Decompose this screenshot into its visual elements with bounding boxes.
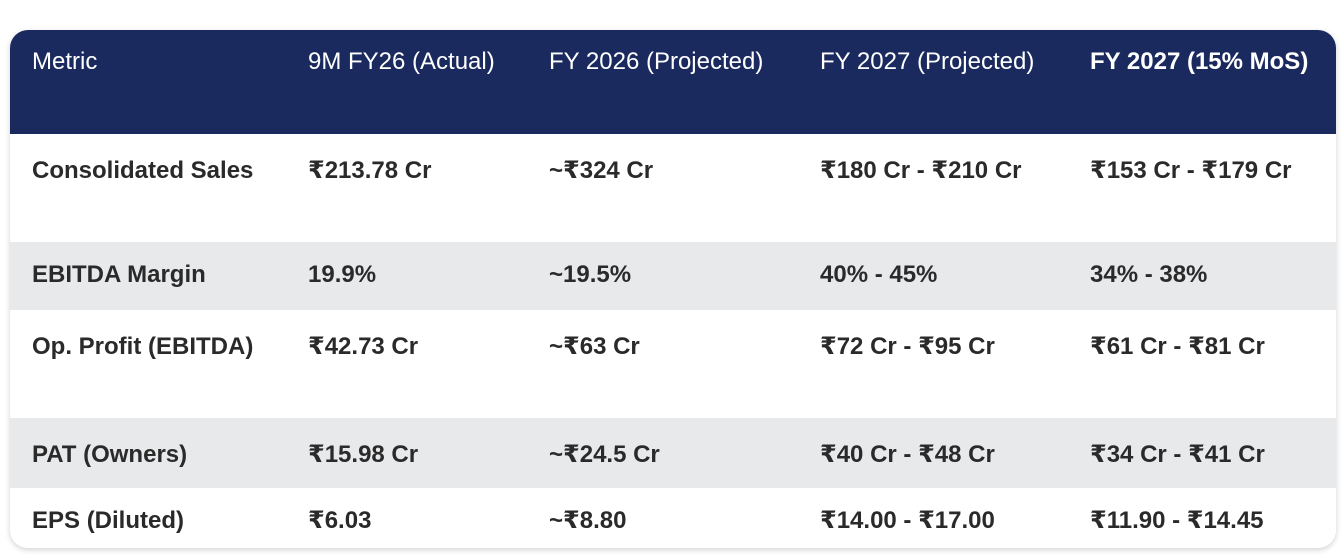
cell-fy2026: ~₹63 Cr bbox=[549, 333, 640, 360]
cell-fy2027: 40% - 45% bbox=[820, 261, 938, 288]
header-fy2027-mos: FY 2027 (15% MoS) bbox=[1090, 48, 1309, 75]
cell-metric: EBITDA Margin bbox=[32, 261, 206, 288]
cell-9m-fy26: 19.9% bbox=[308, 261, 377, 288]
header-fy2026-projected: FY 2026 (Projected) bbox=[549, 48, 764, 75]
cell-metric: Consolidated Sales bbox=[32, 157, 254, 184]
header-row: Metric 9M FY26 (Actual) FY 2026 (Project… bbox=[10, 30, 1336, 134]
valuation-table-card: Metric 9M FY26 (Actual) FY 2026 (Project… bbox=[10, 30, 1336, 548]
cell-fy2027: ₹40 Cr - ₹48 Cr bbox=[820, 441, 995, 468]
table-row: Op. Profit (EBITDA) ₹42.73 Cr ~₹63 Cr ₹7… bbox=[10, 310, 1336, 418]
cell-metric: Op. Profit (EBITDA) bbox=[32, 333, 254, 360]
cell-9m-fy26: ₹213.78 Cr bbox=[308, 157, 432, 184]
header-fy2027-projected: FY 2027 (Projected) bbox=[820, 48, 1035, 75]
cell-metric: EPS (Diluted) bbox=[32, 507, 185, 534]
cell-fy2027: ₹72 Cr - ₹95 Cr bbox=[820, 333, 995, 360]
table-header: Metric 9M FY26 (Actual) FY 2026 (Project… bbox=[10, 30, 1336, 134]
cell-9m-fy26: ₹15.98 Cr bbox=[308, 441, 419, 468]
table-row: EBITDA Margin 19.9% ~19.5% 40% - 45% 34%… bbox=[10, 242, 1336, 310]
cell-fy2027-mos: 34% - 38% bbox=[1090, 261, 1208, 288]
cell-fy2026: ~₹8.80 bbox=[549, 507, 627, 534]
table-body: Consolidated Sales ₹213.78 Cr ~₹324 Cr ₹… bbox=[10, 134, 1336, 548]
table-row: EPS (Diluted) ₹6.03 ~₹8.80 ₹14.00 - ₹17.… bbox=[10, 488, 1336, 548]
table-row: Consolidated Sales ₹213.78 Cr ~₹324 Cr ₹… bbox=[10, 134, 1336, 242]
cell-fy2027-mos: ₹11.90 - ₹14.45 bbox=[1090, 507, 1264, 534]
cell-9m-fy26: ₹6.03 bbox=[308, 507, 372, 534]
cell-fy2027: ₹14.00 - ₹17.00 bbox=[820, 507, 995, 534]
table-row: PAT (Owners) ₹15.98 Cr ~₹24.5 Cr ₹40 Cr … bbox=[10, 418, 1336, 488]
header-metric: Metric bbox=[32, 48, 98, 75]
cell-9m-fy26: ₹42.73 Cr bbox=[308, 333, 419, 360]
cell-fy2026: ~₹324 Cr bbox=[549, 157, 654, 184]
cell-fy2026: ~19.5% bbox=[549, 261, 632, 288]
cell-fy2027-mos: ₹61 Cr - ₹81 Cr bbox=[1090, 333, 1265, 360]
cell-metric: PAT (Owners) bbox=[32, 441, 188, 468]
header-9m-fy26-actual: 9M FY26 (Actual) bbox=[308, 48, 495, 75]
cell-fy2026: ~₹24.5 Cr bbox=[549, 441, 660, 468]
cell-fy2027-mos: ₹153 Cr - ₹179 Cr bbox=[1090, 157, 1292, 184]
cell-fy2027-mos: ₹34 Cr - ₹41 Cr bbox=[1090, 441, 1265, 468]
cell-fy2027: ₹180 Cr - ₹210 Cr bbox=[820, 157, 1022, 184]
valuation-table: Metric 9M FY26 (Actual) FY 2026 (Project… bbox=[10, 30, 1336, 548]
